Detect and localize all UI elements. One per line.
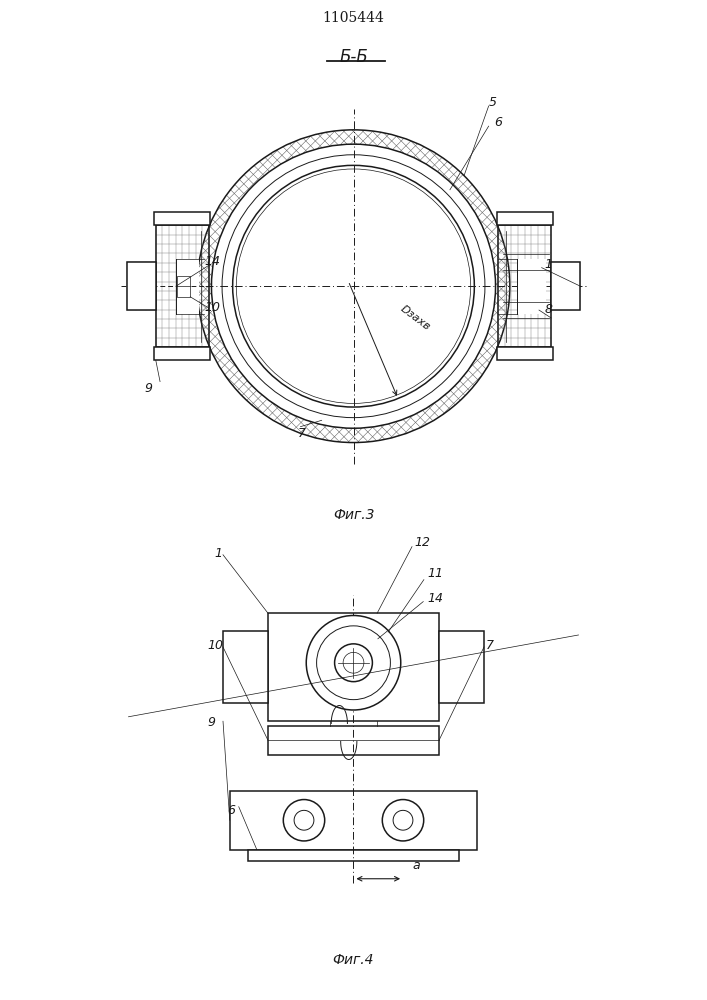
Text: 6: 6	[494, 116, 502, 129]
Bar	[177, 276, 190, 297]
Bar	[176, 259, 199, 314]
Bar	[154, 347, 210, 360]
Text: 14: 14	[204, 255, 220, 268]
Bar	[247, 850, 460, 861]
Bar	[439, 631, 484, 703]
Text: 10: 10	[207, 639, 223, 652]
Text: 12: 12	[414, 536, 431, 549]
Text: Фиг.4: Фиг.4	[333, 952, 374, 966]
Text: 6: 6	[228, 804, 235, 816]
Text: 8: 8	[544, 303, 552, 316]
Bar	[517, 259, 546, 314]
Bar	[268, 613, 439, 721]
Circle shape	[284, 800, 325, 841]
Bar	[127, 262, 156, 310]
Circle shape	[382, 800, 423, 841]
Circle shape	[233, 165, 474, 407]
Text: 14: 14	[428, 592, 444, 605]
Text: Dзахв: Dзахв	[399, 304, 432, 332]
Bar	[497, 212, 553, 225]
Text: 1105444: 1105444	[322, 11, 385, 25]
Text: Фиг.3: Фиг.3	[333, 508, 374, 522]
Bar	[156, 225, 209, 347]
Text: a: a	[412, 859, 420, 872]
Text: Б-Б: Б-Б	[339, 48, 368, 66]
Bar	[497, 347, 553, 360]
Text: 7: 7	[298, 427, 306, 440]
Text: 1: 1	[544, 258, 552, 271]
Bar	[154, 212, 210, 225]
Text: 10: 10	[204, 301, 220, 314]
Bar	[230, 791, 477, 850]
Text: 9: 9	[207, 716, 215, 729]
Text: 9: 9	[144, 382, 152, 395]
Text: 11: 11	[428, 567, 444, 580]
Text: 1: 1	[214, 547, 222, 560]
Text: 5: 5	[489, 96, 496, 109]
Circle shape	[211, 144, 496, 428]
Circle shape	[306, 615, 401, 710]
Text: 7: 7	[486, 639, 494, 652]
Bar	[268, 726, 439, 755]
Bar	[498, 225, 551, 347]
Bar	[223, 631, 268, 703]
Bar	[551, 262, 580, 310]
